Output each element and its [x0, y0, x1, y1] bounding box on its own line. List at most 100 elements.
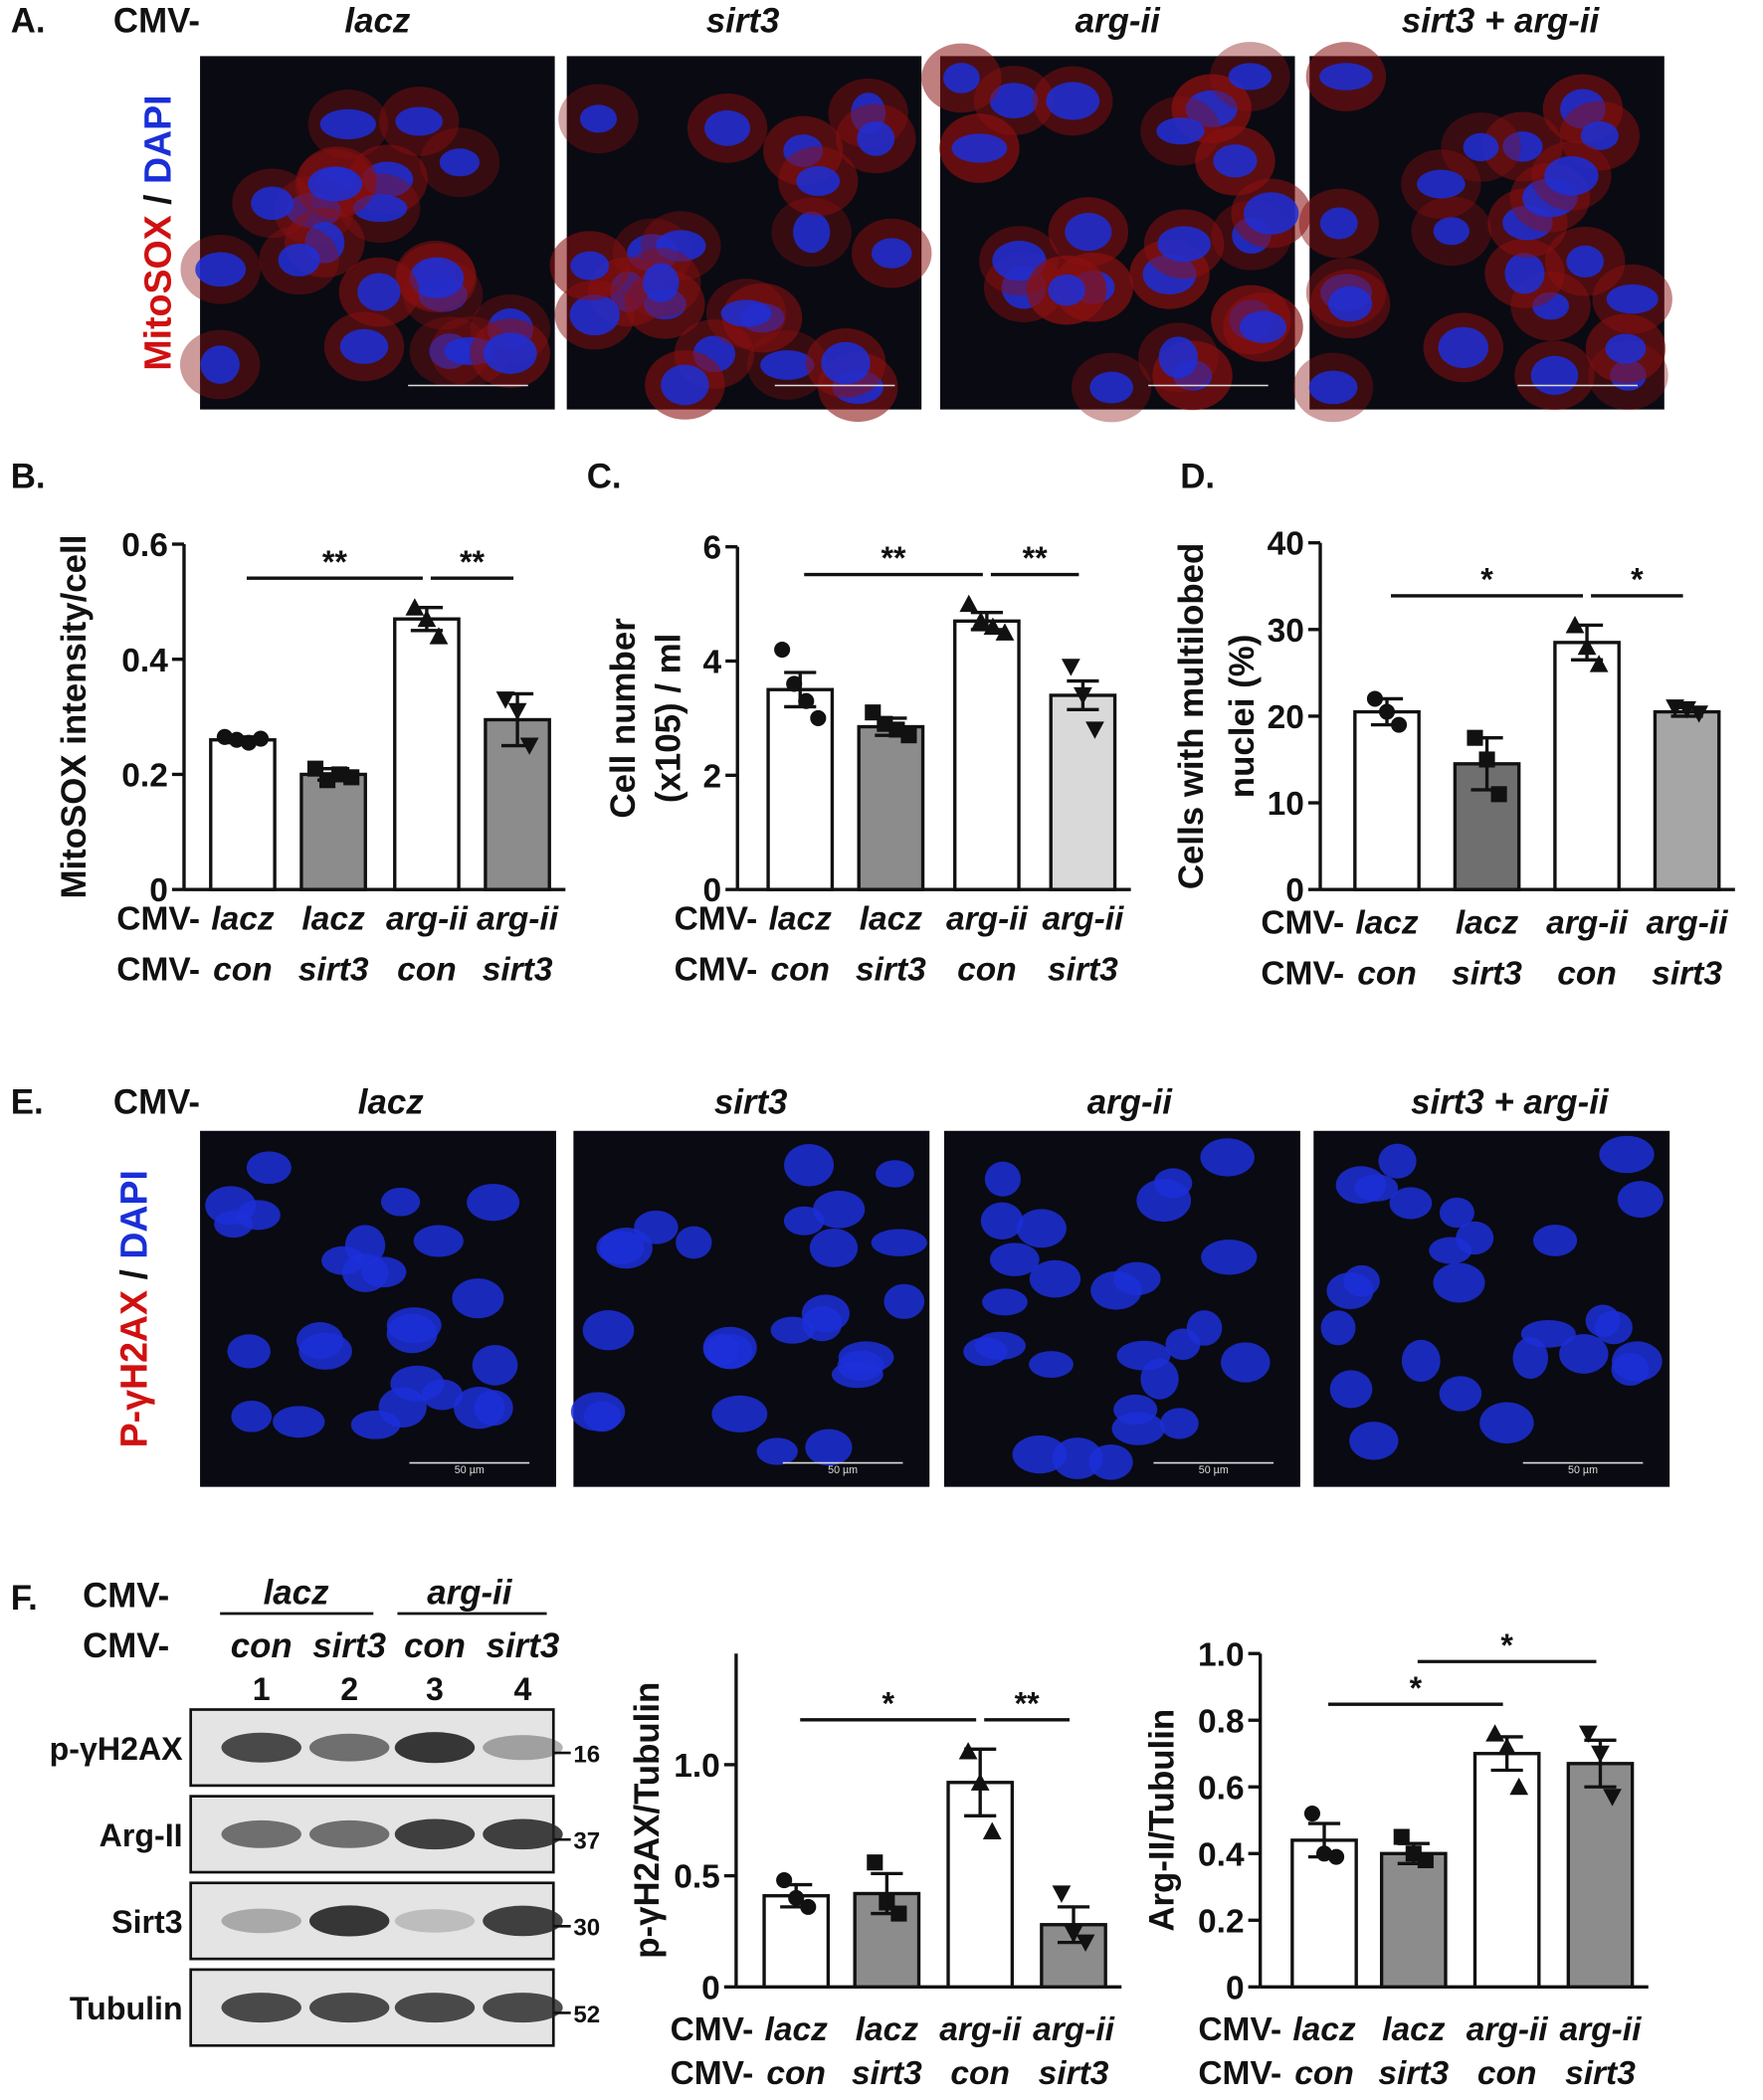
- band: [221, 1993, 301, 2023]
- data-point: [507, 702, 527, 721]
- data-point: [1328, 1848, 1345, 1865]
- x-tick-label: lacz: [1456, 904, 1519, 941]
- y-axis-label: p-γH2AX/Tubulin: [628, 1682, 667, 1959]
- nucleus: [596, 1231, 645, 1264]
- group-label: lacz: [264, 1574, 329, 1613]
- nucleus: [1201, 1239, 1258, 1275]
- row-prefix: CMV-: [83, 1576, 169, 1615]
- y-tick-label: 0.6: [1198, 1770, 1245, 1807]
- nucleus: [784, 1144, 835, 1187]
- nucleus: [1617, 1181, 1664, 1219]
- y-tick-label: 0.4: [121, 643, 168, 679]
- nucleus: [569, 293, 620, 336]
- nucleus: [1389, 1187, 1433, 1220]
- data-point: [958, 1742, 978, 1760]
- x-tick-label: lacz: [765, 2011, 829, 2048]
- y-tick-label: 0: [149, 872, 168, 909]
- band: [308, 1819, 390, 1848]
- nucleus: [801, 1294, 850, 1333]
- nucleus: [1512, 1337, 1549, 1380]
- x-tick-label: lacz: [1382, 2011, 1446, 2048]
- nucleus: [984, 1161, 1021, 1197]
- nucleus: [1401, 1339, 1441, 1383]
- condition-label: sirt3: [714, 1082, 788, 1121]
- x-prefix: CMV-: [116, 951, 200, 988]
- panel-label: F.: [11, 1579, 38, 1618]
- data-point: [1085, 721, 1104, 739]
- nucleus: [1520, 1319, 1576, 1348]
- group-label: arg-ii: [427, 1574, 513, 1613]
- nucleus: [982, 1288, 1028, 1316]
- nucleus: [246, 1151, 292, 1185]
- y-tick-label: 20: [1268, 699, 1304, 736]
- x-prefix: CMV-: [1261, 904, 1344, 941]
- y-tick-label: 1.0: [1198, 1636, 1245, 1673]
- x-tick-label: arg-ii: [1467, 2011, 1549, 2048]
- x-prefix: CMV-: [1198, 2011, 1281, 2048]
- nucleus: [1153, 1168, 1193, 1199]
- nucleus: [409, 257, 465, 299]
- nucleus: [570, 1392, 626, 1432]
- data-point: [1490, 786, 1507, 803]
- x-tick-label: sirt3: [1378, 2055, 1449, 2092]
- data-point: [982, 1821, 1002, 1839]
- data-point: [1689, 705, 1709, 723]
- nucleus: [1185, 90, 1238, 127]
- x-tick-label: lacz: [1292, 2011, 1356, 2048]
- nucleus: [676, 1226, 712, 1259]
- y-tick-label: 0.6: [121, 527, 168, 564]
- x-tick-label: con: [1294, 2055, 1354, 2092]
- x-tick-label: con: [1477, 2055, 1537, 2092]
- band: [394, 1818, 476, 1850]
- nucleus: [452, 1278, 504, 1319]
- x-tick-label: con: [213, 951, 273, 988]
- scale-bar-label: 50 µm: [455, 1464, 485, 1476]
- nucleus: [1200, 1138, 1255, 1177]
- nucleus: [483, 332, 537, 374]
- data-point: [776, 1872, 793, 1889]
- kda-label: 16: [573, 1741, 600, 1768]
- data-point: [959, 594, 979, 613]
- nucleus: [756, 1437, 798, 1465]
- y-axis-label: Arg-II/Tubulin: [1143, 1709, 1182, 1932]
- nucleus: [1439, 1197, 1474, 1229]
- nucleus: [579, 104, 618, 133]
- band: [308, 1993, 390, 2023]
- bar: [1553, 641, 1621, 891]
- bar: [1049, 693, 1117, 891]
- stain-label: P-γH2AX / DAPI: [112, 1170, 154, 1447]
- x-tick-label: arg-ii: [946, 900, 1029, 937]
- bar: [953, 619, 1021, 891]
- nucleus: [1244, 192, 1299, 235]
- data-point: [1565, 616, 1585, 634]
- nucleus: [472, 1344, 518, 1386]
- nucleus: [439, 148, 481, 177]
- band: [221, 1908, 301, 1934]
- nucleus: [413, 1225, 464, 1257]
- significance-label: **: [1023, 540, 1049, 576]
- x-prefix: CMV-: [675, 900, 758, 937]
- nucleus: [1605, 333, 1647, 364]
- nucleus: [711, 1395, 768, 1432]
- nucleus: [796, 166, 841, 197]
- nucleus: [350, 1410, 401, 1439]
- x-tick-label: arg-ii: [939, 2011, 1022, 2048]
- nucleus: [319, 108, 376, 140]
- data-point: [900, 727, 917, 744]
- x-tick-label: arg-ii: [386, 900, 469, 937]
- nucleus: [871, 1229, 927, 1256]
- stain-name: DAPI: [112, 1170, 154, 1259]
- data-point: [1589, 655, 1609, 672]
- x-tick-label: con: [397, 951, 457, 988]
- band: [483, 1993, 563, 2023]
- lane-condition: con: [231, 1626, 293, 1665]
- condition-label: arg-ii: [1087, 1082, 1174, 1121]
- y-tick-label: 30: [1268, 613, 1304, 650]
- nucleus: [1417, 169, 1466, 199]
- nucleus: [980, 1202, 1024, 1240]
- data-point: [995, 623, 1015, 641]
- nucleus: [380, 1187, 421, 1217]
- nucleus: [200, 345, 240, 384]
- significance-label: **: [882, 540, 907, 576]
